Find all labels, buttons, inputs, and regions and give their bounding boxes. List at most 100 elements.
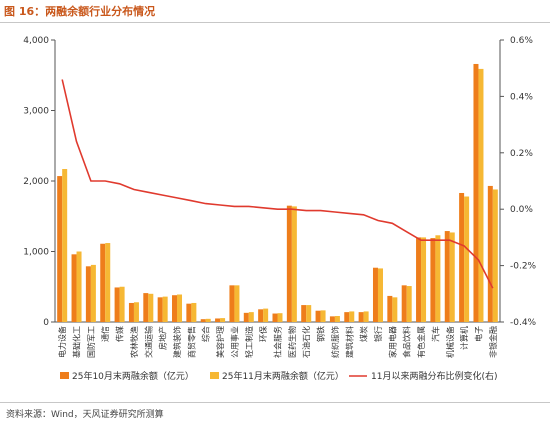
x-category-label: 家用电器 xyxy=(387,326,397,358)
bar-nov xyxy=(349,311,355,322)
bar-oct xyxy=(157,297,163,322)
x-category-label: 商贸零售 xyxy=(186,326,196,358)
bar-oct xyxy=(473,63,479,322)
bar-nov xyxy=(449,232,455,322)
bar-nov xyxy=(177,294,183,322)
bar-nov xyxy=(320,310,326,322)
x-category-label: 社会服务 xyxy=(273,326,283,358)
bar-nov xyxy=(162,296,168,322)
figure-title: 图 16：两融余额行业分布情况 xyxy=(4,5,156,18)
bar-nov xyxy=(148,293,154,322)
bar-oct xyxy=(143,293,149,322)
y-right-tick-label: 0.2% xyxy=(510,149,533,159)
bar-nov xyxy=(478,68,484,322)
x-category-label: 电力设备 xyxy=(57,326,67,358)
y-right-tick-label: -0.2% xyxy=(510,262,537,272)
x-category-label: 房地产 xyxy=(158,326,168,350)
bar-oct xyxy=(272,313,278,322)
bar-nov xyxy=(392,297,398,322)
bar-oct xyxy=(172,295,178,322)
y-right-tick-label: 0.0% xyxy=(510,205,533,215)
bar-oct xyxy=(71,254,77,322)
x-category-label: 非银金融 xyxy=(488,326,498,358)
x-category-label: 环保 xyxy=(258,326,268,342)
bar-oct xyxy=(459,192,465,322)
x-category-label: 机械设备 xyxy=(445,326,455,358)
source-divider xyxy=(0,402,550,403)
bar-oct xyxy=(430,238,436,322)
bar-oct xyxy=(243,312,249,322)
bar-oct xyxy=(258,309,264,322)
bar-oct xyxy=(416,237,422,322)
y-right-tick-label: -0.4% xyxy=(510,318,537,328)
bar-oct xyxy=(114,287,120,322)
x-category-label: 建筑材料 xyxy=(344,326,354,358)
legend-item-change-label: 11月以来两融分布比例变化(右) xyxy=(371,370,497,382)
x-category-label: 基础化工 xyxy=(72,326,82,358)
x-category-label: 传媒 xyxy=(115,326,125,342)
x-category-label: 通信 xyxy=(100,326,110,342)
bar-nov xyxy=(277,313,283,322)
plot-area: 0 1,000 2,000 3,000 4,000 -0.4% -0.2% 0.0% 0.2% 0… xyxy=(23,36,536,358)
bar-nov xyxy=(377,268,383,322)
bar-nov xyxy=(435,235,441,322)
bar-nov xyxy=(119,286,125,322)
bar-oct xyxy=(200,319,206,322)
bar-oct xyxy=(344,312,350,322)
source-note: 资料来源：Wind，天风证券研究所测算 xyxy=(6,410,164,420)
bar-nov xyxy=(421,237,427,322)
y-right-tick-label: 0.4% xyxy=(510,92,533,102)
bar-nov xyxy=(464,196,470,322)
bar-oct xyxy=(215,318,221,322)
bar-nov xyxy=(62,169,68,322)
bar-nov xyxy=(291,206,297,322)
x-category-label: 煤炭 xyxy=(359,326,369,342)
legend-item-nov-label: 25年11月末两融余额（亿元） xyxy=(222,370,344,382)
bar-nov xyxy=(205,318,211,322)
bar-nov xyxy=(105,243,111,322)
x-category-label: 交通运输 xyxy=(143,326,153,358)
bar-oct xyxy=(487,185,493,322)
bar-oct xyxy=(387,295,393,322)
y-right-tick-label: 0.6% xyxy=(510,36,533,46)
bar-nov xyxy=(220,318,226,322)
y-left-tick-label: 4,000 xyxy=(23,36,49,46)
bar-nov xyxy=(334,316,340,322)
line-series-change xyxy=(61,79,494,289)
bar-oct xyxy=(100,243,106,322)
x-category-label: 建筑装饰 xyxy=(172,326,182,358)
chart: 0 1,000 2,000 3,000 4,000 -0.4% -0.2% 0.0% 0.2% 0… xyxy=(23,36,536,382)
legend: 25年10月末两融余额（亿元） 25年11月末两融余额（亿元） 11月以来两融分布比… xyxy=(60,370,497,382)
bar-nov xyxy=(90,264,96,322)
x-category-label: 国防军工 xyxy=(86,326,96,358)
bar-oct xyxy=(128,302,134,322)
x-category-label: 医药生物 xyxy=(287,326,297,358)
x-category-label: 综合 xyxy=(201,326,211,342)
x-category-label: 银行 xyxy=(373,326,383,342)
bar-nov xyxy=(133,302,139,322)
bar-oct xyxy=(315,310,321,322)
x-category-label: 电子 xyxy=(473,326,483,342)
bar-nov xyxy=(234,285,240,322)
bar-oct xyxy=(372,267,378,322)
x-category-label: 公用事业 xyxy=(229,326,239,358)
y-left-tick-label: 1,000 xyxy=(23,248,49,258)
y-left-tick-label: 3,000 xyxy=(23,107,49,117)
bar-oct xyxy=(329,316,335,322)
legend-item-nov-swatch xyxy=(210,372,219,379)
bar-nov xyxy=(191,302,197,322)
bar-oct xyxy=(57,176,63,322)
x-category-label: 美容护理 xyxy=(215,326,225,358)
title-bar: 图 16：两融余额行业分布情况 xyxy=(0,0,550,23)
bar-nov xyxy=(406,286,412,322)
legend-item-oct-swatch xyxy=(60,372,69,379)
bar-oct xyxy=(444,231,450,322)
x-category-label: 轻工制造 xyxy=(244,326,254,358)
bar-oct xyxy=(401,285,407,322)
x-category-label: 纺织服饰 xyxy=(330,326,340,358)
bar-nov xyxy=(492,189,498,322)
bar-nov xyxy=(263,308,269,322)
x-category-label: 汽车 xyxy=(430,326,440,342)
bar-oct xyxy=(301,305,307,322)
x-category-label: 农林牧渔 xyxy=(129,326,139,358)
